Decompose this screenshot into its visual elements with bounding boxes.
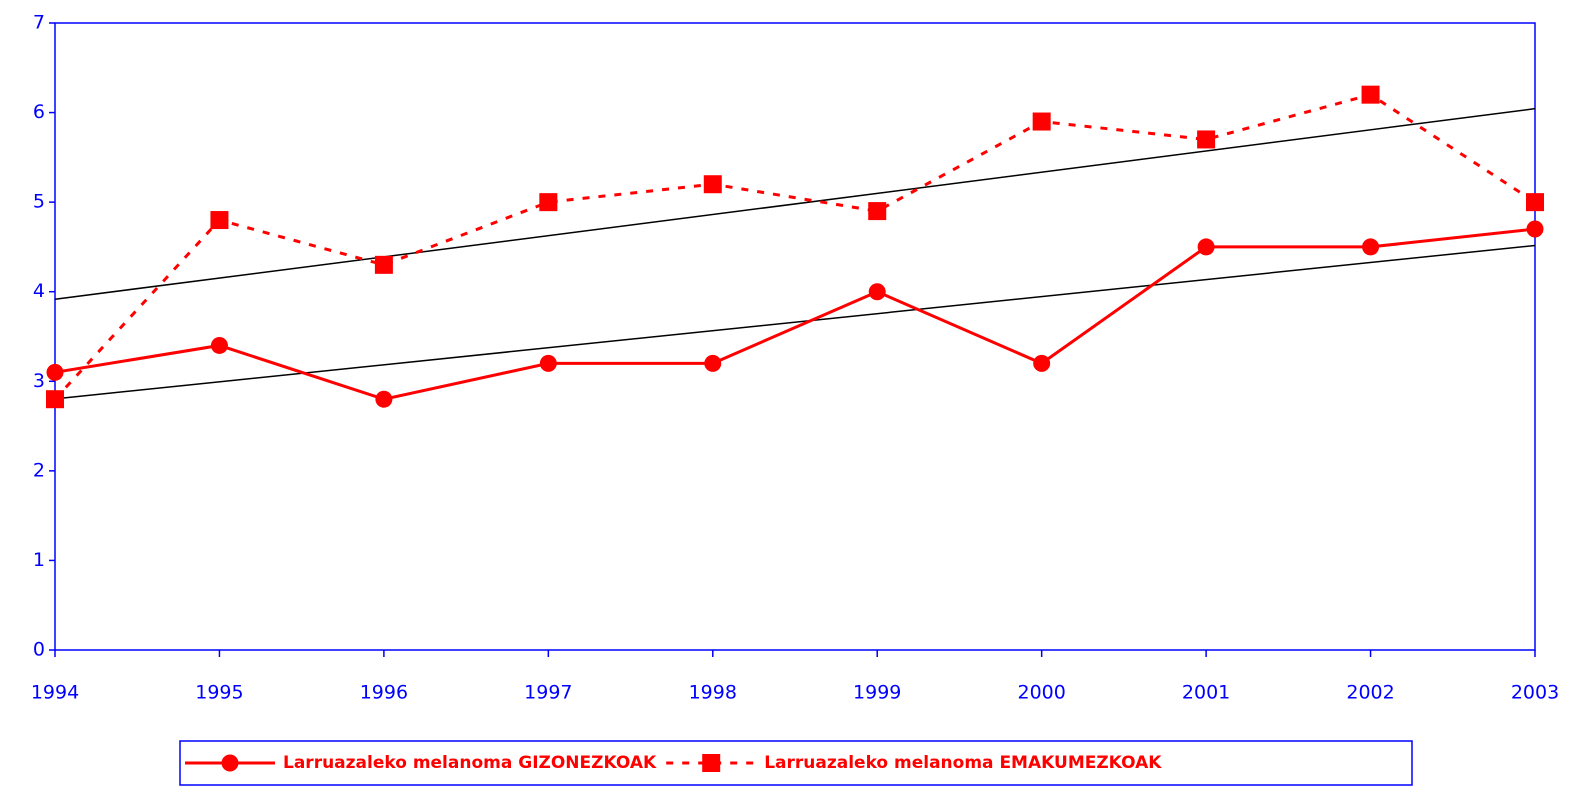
x-tick-label: 1995 (195, 682, 243, 704)
y-tick-label: 6 (33, 101, 45, 123)
x-tick-label: 2002 (1346, 682, 1394, 704)
x-tick-label: 1999 (853, 682, 901, 704)
trend-line (54, 107, 1536, 300)
marker (539, 354, 557, 372)
legend-marker (221, 754, 239, 772)
marker (1362, 238, 1380, 256)
y-tick-label: 1 (33, 549, 45, 571)
y-tick-label: 0 (33, 639, 45, 661)
series-line (53, 93, 1536, 401)
y-tick-label: 5 (33, 191, 45, 213)
marker (539, 193, 558, 212)
x-tick-label: 1994 (31, 682, 79, 704)
x-tick-label: 1997 (524, 682, 572, 704)
marker (1526, 193, 1544, 212)
marker (210, 336, 228, 354)
marker (46, 390, 64, 409)
marker (868, 202, 887, 221)
x-tick-label: 1996 (360, 682, 408, 704)
legend-label: Larruazaleko melanoma GIZONEZKOAK (283, 753, 657, 773)
marker (1197, 130, 1216, 149)
marker (1526, 220, 1544, 238)
legend-marker (702, 754, 721, 772)
marker (210, 211, 229, 230)
legend-entry: Larruazaleko melanoma GIZONEZKOAK (185, 753, 657, 773)
marker (374, 255, 393, 274)
legend-box (179, 740, 1413, 786)
y-tick-label: 2 (33, 459, 45, 481)
x-tick-label: 2001 (1182, 682, 1230, 704)
x-tick-label: 1998 (689, 682, 737, 704)
y-tick-label: 3 (33, 370, 45, 392)
plot-area (54, 22, 1536, 651)
y-tick-label: 7 (33, 12, 45, 34)
x-tick-label: 2000 (1017, 682, 1065, 704)
trend-line (54, 244, 1536, 400)
marker (1033, 354, 1051, 372)
legend-entry: Larruazaleko melanoma EMAKUMEZKOAK (666, 753, 1162, 773)
marker (1361, 85, 1380, 104)
marker (1032, 112, 1051, 131)
marker (868, 283, 886, 301)
marker (704, 354, 722, 372)
marker (703, 175, 722, 194)
x-tick-label: 2003 (1511, 682, 1559, 704)
legend-label: Larruazaleko melanoma EMAKUMEZKOAK (764, 753, 1162, 773)
marker (46, 363, 64, 381)
series-line (54, 227, 1536, 401)
y-tick-label: 4 (33, 280, 45, 302)
marker (375, 390, 393, 408)
marker (1197, 238, 1215, 256)
